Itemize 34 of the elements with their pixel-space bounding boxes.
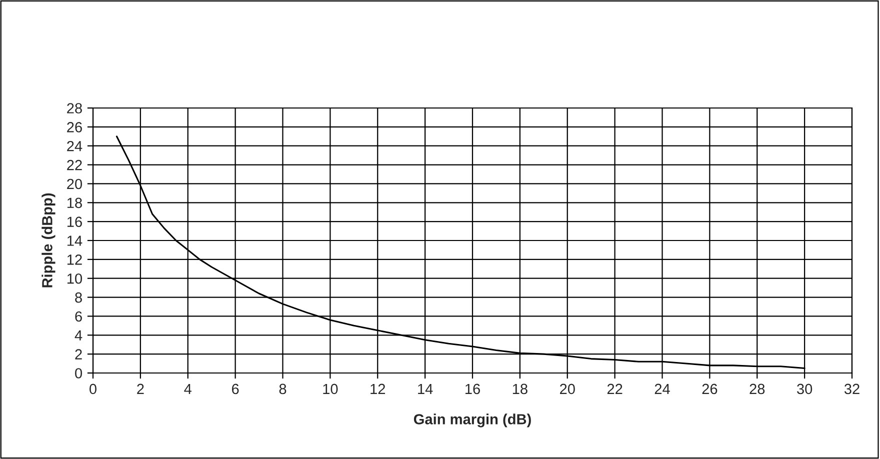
x-tick-label: 2 <box>137 384 144 394</box>
x-tick-label: 14 <box>418 384 433 394</box>
x-tick-label: 16 <box>466 384 480 394</box>
y-tick-label: 14 <box>67 236 82 246</box>
y-tick-label: 0 <box>75 368 82 378</box>
y-tick-label: 18 <box>67 198 82 208</box>
x-tick-label: 8 <box>279 384 286 394</box>
x-tick-label: 10 <box>323 384 338 394</box>
x-axis-title: Gain margin (dB) <box>414 414 531 428</box>
y-tick-label: 16 <box>67 216 82 227</box>
y-tick-label: 10 <box>67 273 82 284</box>
y-tick-label: 4 <box>74 330 82 340</box>
y-tick-label: 20 <box>67 178 82 190</box>
x-tick-label: 12 <box>370 384 386 394</box>
y-tick-label: 12 <box>67 254 82 265</box>
y-tick-label: 28 <box>67 103 82 114</box>
x-tick-label: 4 <box>184 384 192 394</box>
x-tick-label: 0 <box>90 384 96 394</box>
x-tick-label: 30 <box>797 384 812 394</box>
x-tick-label: 6 <box>232 384 239 394</box>
x-tick-label: 24 <box>654 384 670 394</box>
y-tick-label: 26 <box>67 122 82 132</box>
x-tick-label: 22 <box>607 384 622 394</box>
x-tick-label: 28 <box>750 384 765 394</box>
x-tick-label: 32 <box>844 384 860 394</box>
y-tick-label: 2 <box>75 349 82 360</box>
y-tick-label: 24 <box>67 140 82 152</box>
x-tick-label: 18 <box>512 384 528 394</box>
x-tick-label: 26 <box>702 384 718 394</box>
x-tick-label: 20 <box>560 384 575 394</box>
y-tick-label: 8 <box>75 292 82 303</box>
y-axis-title: Ripple (dBpp) <box>42 193 56 288</box>
y-tick-label: 6 <box>75 311 82 322</box>
y-tick-label: 22 <box>67 160 82 170</box>
